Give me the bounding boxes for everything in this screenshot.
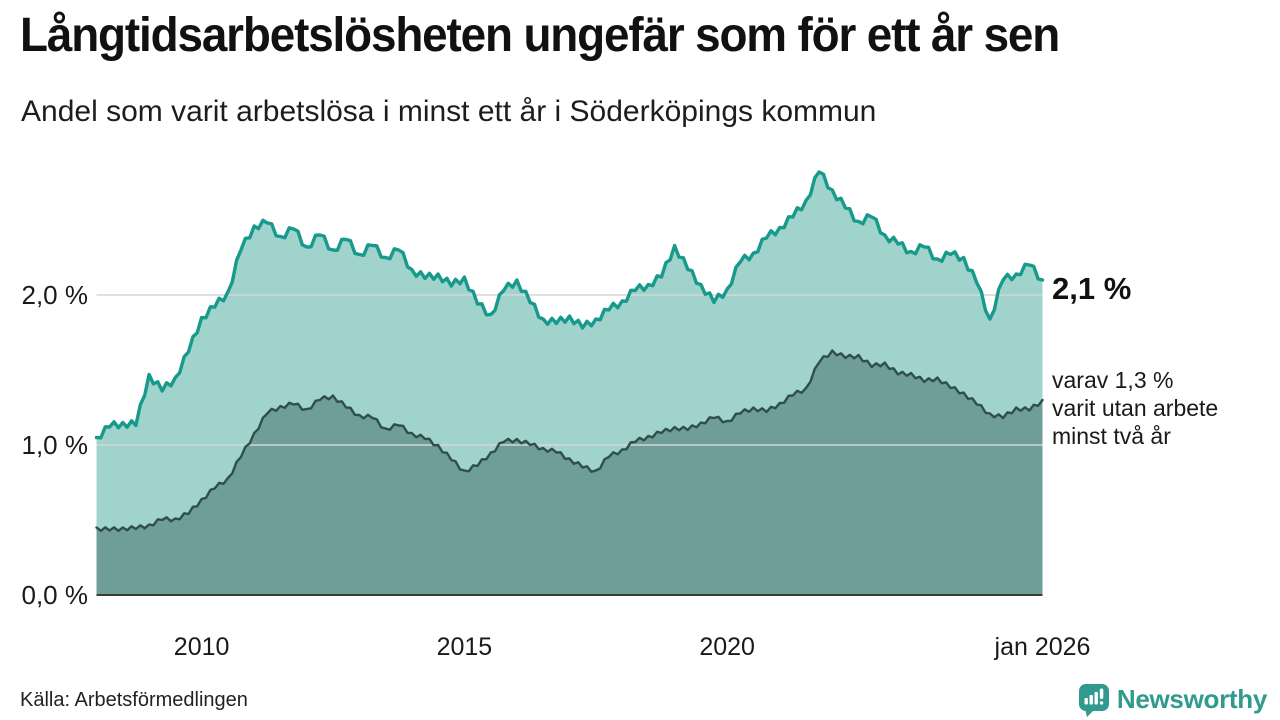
x-axis-label: 2010 [173,633,230,661]
series-line-min-two-years [95,349,1044,532]
secondary-value-line: minst två år [1052,423,1171,449]
y-axis-label: 0,0 % [21,580,89,610]
y-axis-label: 1,0 % [21,430,89,460]
y-axis-label: 2,0 % [21,280,89,310]
source-attribution: Källa: Arbetsförmedlingen [20,689,248,711]
x-axis-label: 2015 [436,633,493,661]
series-area-min-two-years [96,350,1043,595]
chart-title: Långtidsarbetslösheten ungefär som för e… [20,9,1060,62]
secondary-value-line: varav 1,3 % [1052,367,1174,393]
chart-subtitle: Andel som varit arbetslösa i minst ett å… [21,95,877,128]
secondary-value-label: varav 1,3 % varit utan arbete minst två … [1052,366,1218,450]
newsworthy-logo-icon [1078,684,1109,717]
newsworthy-logo[interactable]: Newsworthy [1078,683,1267,717]
latest-value-label: 2,1 % [1052,271,1132,306]
x-axis-label: jan 2026 [994,633,1091,661]
secondary-value-line: varit utan arbete [1052,395,1219,421]
newsworthy-logo-text: Newsworthy [1116,684,1267,714]
series-line-min-one-year [94,170,1045,440]
x-axis-label: 2020 [699,633,755,661]
